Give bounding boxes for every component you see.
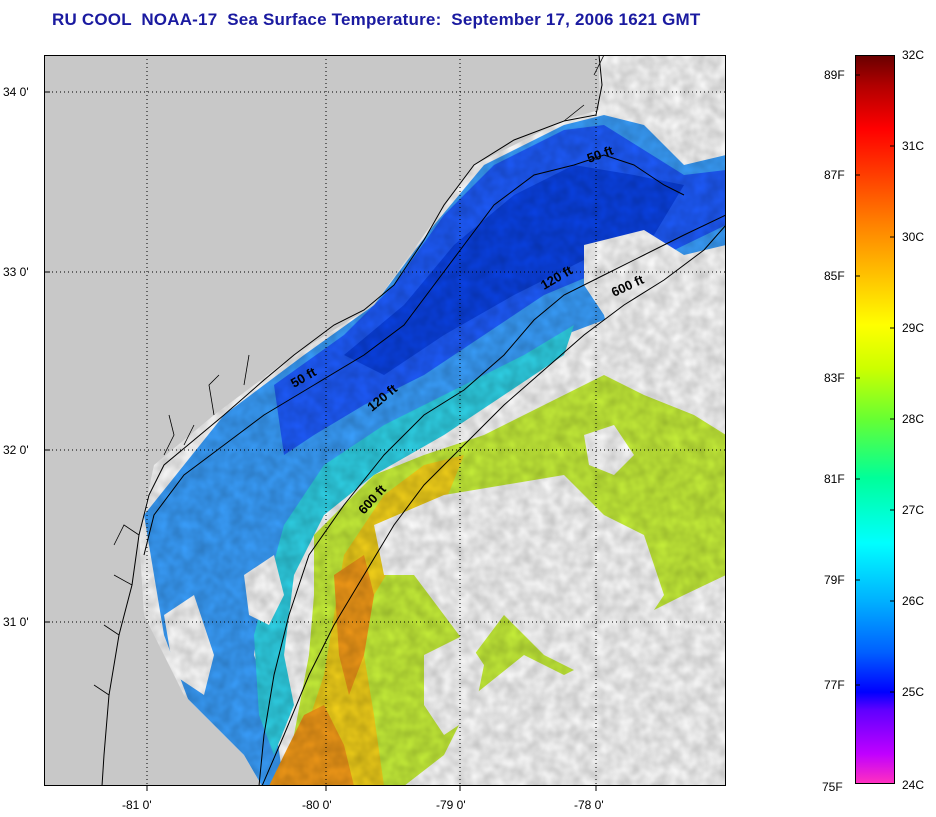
lat-label-31: 31 0' (3, 615, 29, 629)
temperature-colorbar (855, 55, 895, 784)
colorbar-f-87: 87F (824, 168, 845, 182)
lon-label-80: -80 0' (302, 798, 332, 812)
gridlines (44, 55, 726, 786)
lon-label-79: -79 0' (436, 798, 466, 812)
colorbar-c-28: 28C (902, 412, 925, 426)
contour-600ft (261, 224, 726, 786)
colorbar-ticks (855, 74, 895, 693)
lat-label-34: 34 0' (3, 85, 29, 99)
contour-120ft (258, 214, 726, 786)
axis-ticks (44, 91, 597, 791)
colorbar-f-77: 77F (824, 678, 845, 692)
colorbar-c-29: 29C (902, 321, 925, 335)
colorbar-f-81: 81F (824, 472, 845, 486)
coastline-inlets (93, 55, 605, 696)
colorbar-c-31: 31C (902, 139, 925, 153)
contour-50ft (143, 154, 685, 556)
chart-title: RU COOL NOAA-17 Sea Surface Temperature:… (52, 10, 701, 29)
coastline (101, 55, 603, 786)
colorbar-f-75: 75F (822, 780, 843, 794)
lat-label-33: 33 0' (3, 265, 29, 279)
colorbar-c-25: 25C (902, 685, 925, 699)
colorbar-f-83: 83F (824, 371, 845, 385)
lon-label-78: -78 0' (574, 798, 604, 812)
sst-map: 50 ft 50 ft 120 ft 120 ft 600 ft 600 ft (44, 55, 726, 786)
sst-map-canvas: 50 ft 50 ft 120 ft 120 ft 600 ft 600 ft (44, 55, 726, 786)
colorbar-c-32: 32C (902, 48, 925, 62)
colorbar-f-89: 89F (824, 68, 845, 82)
colorbar-c-27: 27C (902, 503, 925, 517)
colorbar-f-79: 79F (824, 573, 845, 587)
lon-label-81: -81 0' (122, 798, 152, 812)
colorbar-c-26: 26C (902, 594, 925, 608)
colorbar-f-85: 85F (824, 269, 845, 283)
map-border (44, 55, 726, 786)
colorbar-c-24: 24C (902, 778, 925, 792)
colorbar-c-30: 30C (902, 230, 925, 244)
lat-label-32: 32 0' (3, 443, 29, 457)
